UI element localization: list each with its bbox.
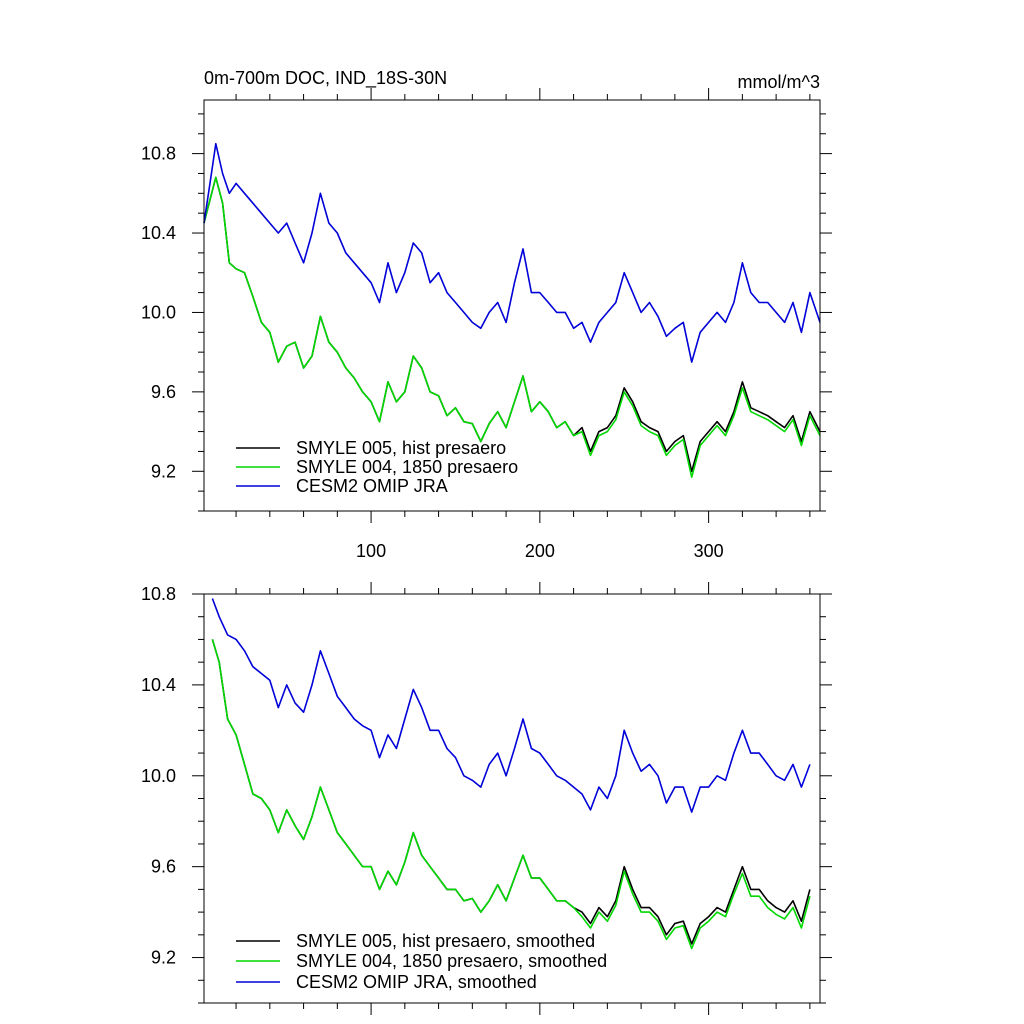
bottom-plot-area bbox=[211, 598, 811, 950]
top-y-tick-label: 10.4 bbox=[141, 223, 176, 243]
top-y-tick-label: 10.0 bbox=[141, 302, 176, 322]
bottom-legend: SMYLE 005, hist presaero, smoothedSMYLE … bbox=[236, 931, 607, 992]
bottom-axes: 9.2 9.6 10.0 10.4 10.8 bbox=[141, 582, 832, 1015]
top-series-line-3 bbox=[203, 142, 821, 363]
bottom-series-line-1 bbox=[211, 639, 811, 945]
top-chart-units: mmol/m^3 bbox=[738, 72, 820, 92]
bottom-y-tick-label: 10.8 bbox=[141, 584, 176, 604]
bottom-plot-frame bbox=[203, 593, 821, 1004]
top-x-tick-label: 100 bbox=[356, 541, 386, 561]
bottom-y-tick-label: 10.4 bbox=[141, 675, 176, 695]
top-y-tick-label: 9.6 bbox=[151, 382, 176, 402]
top-chart-title: 0m-700m DOC, IND_18S-30N bbox=[204, 68, 447, 89]
bottom-legend-label-3: CESM2 OMIP JRA, smoothed bbox=[296, 972, 537, 992]
top-legend-label-1: SMYLE 005, hist presaero bbox=[296, 438, 506, 458]
bottom-series-line-2 bbox=[211, 639, 811, 950]
bottom-y-tick-label: 10.0 bbox=[141, 766, 176, 786]
panel-bottom: 9.2 9.6 10.0 10.4 10.8 SMYLE 005, hist presa… bbox=[141, 582, 832, 1015]
top-plot-area bbox=[203, 142, 821, 479]
top-y-tick-label: 9.2 bbox=[151, 461, 176, 481]
bottom-legend-label-1: SMYLE 005, hist presaero, smoothed bbox=[296, 931, 595, 951]
top-legend-label-3: CESM2 OMIP JRA bbox=[296, 476, 448, 496]
top-legend-label-2: SMYLE 004, 1850 presaero bbox=[296, 457, 518, 477]
panel-top: 0m-700m DOC, IND_18S-30N mmol/m^3 9.2 9.6… bbox=[141, 68, 832, 561]
bottom-series-line-3 bbox=[211, 598, 811, 813]
top-axes: 9.2 9.6 10.0 10.4 10.8 100 200 300 bbox=[141, 88, 832, 561]
top-y-tick-label: 10.8 bbox=[141, 144, 176, 164]
top-x-tick-label: 200 bbox=[525, 541, 555, 561]
bottom-y-tick-label: 9.2 bbox=[151, 948, 176, 968]
bottom-legend-label-2: SMYLE 004, 1850 presaero, smoothed bbox=[296, 951, 607, 971]
top-series-line-1 bbox=[203, 176, 821, 473]
top-plot-frame bbox=[203, 99, 821, 512]
top-x-tick-label: 300 bbox=[694, 541, 724, 561]
top-series-line-2 bbox=[203, 176, 821, 479]
bottom-y-tick-label: 9.6 bbox=[151, 857, 176, 877]
